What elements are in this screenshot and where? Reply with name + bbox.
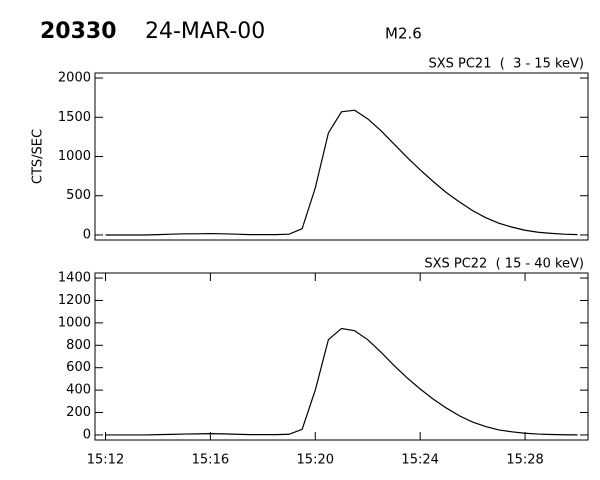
y-tick-label: 0 — [83, 227, 91, 242]
data-line — [105, 327, 578, 436]
y-tick-label: 0 — [83, 427, 91, 442]
y-tick-label: 200 — [66, 405, 91, 420]
y-tick-label: 1000 — [58, 315, 91, 330]
y-tick-label: 1400 — [58, 271, 91, 286]
y-axis-label: CTS/SEC — [31, 129, 46, 184]
y-tick-label: 1000 — [58, 149, 91, 164]
x-tick-label: 15:12 — [87, 453, 124, 468]
plot-frame — [94, 272, 589, 441]
chart-title: SXS PC22 ( 15 - 40 keV) — [424, 257, 584, 272]
y-tick-label: 500 — [66, 188, 91, 203]
y-tick-label: 1500 — [58, 110, 91, 125]
y-tick-label: 2000 — [58, 71, 91, 86]
x-tick-label: 15:20 — [297, 453, 334, 468]
y-tick-label: 600 — [66, 360, 91, 375]
chart-title: SXS PC21 ( 3 - 15 keV) — [428, 57, 584, 72]
y-tick-label: 400 — [66, 383, 91, 398]
x-tick-label: 15:28 — [506, 453, 543, 468]
plot-frame — [94, 72, 589, 241]
flare-class: M2.6 — [385, 25, 422, 43]
x-tick-label: 15:24 — [401, 453, 438, 468]
x-tick-label: 15:16 — [192, 453, 229, 468]
event-id: 20330 — [40, 19, 117, 44]
y-tick-label: 1200 — [58, 293, 91, 308]
data-line — [105, 109, 578, 236]
event-date: 24-MAR-00 — [145, 19, 265, 44]
y-tick-label: 800 — [66, 338, 91, 353]
